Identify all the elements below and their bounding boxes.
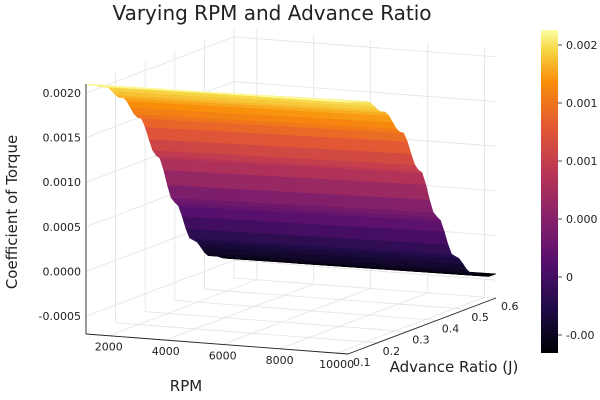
colorbar [541, 30, 558, 353]
z-gridline [85, 36, 497, 94]
z-tick-label: 0.0000 [43, 266, 82, 279]
x-tick-label: 8000 [266, 354, 294, 367]
y-axis-label: Advance Ratio (J) [390, 358, 519, 376]
y-tick-label: 0.5 [471, 311, 489, 324]
axes: -0.0005 0.0000 0.0005 0.0010 0.0015 0.0020 200… [39, 84, 519, 371]
y-tick-label: 0.4 [442, 322, 460, 335]
z-tick-label: 0.0010 [43, 176, 82, 189]
surface-patch [333, 100, 352, 103]
z-tick-label: 0.0005 [43, 221, 82, 234]
y-axis-line [347, 297, 497, 355]
x-tick-label: 4000 [152, 345, 180, 358]
z-tick-label: 0.0015 [43, 132, 82, 145]
colorbar-tick-label: -0.00 [566, 329, 594, 342]
x-tick-label: 2000 [95, 341, 123, 354]
y-tick-label: 0.6 [501, 300, 519, 313]
colorbar-ticks: 0.002 0.001 0.001 0.000 0 -0.00 [558, 39, 598, 342]
y-tick-label: 0.2 [383, 345, 401, 358]
colorbar-tick-label: 0.001 [566, 97, 598, 110]
colorbar-tick-label: 0 [566, 271, 573, 284]
y-gridline [115, 72, 378, 344]
z-axis-label: Coefficient of Torque [3, 135, 21, 289]
colorbar-tick-label: 0.002 [566, 39, 598, 52]
y-tick-label: 0.1 [353, 356, 371, 369]
z-tick-label: -0.0005 [39, 310, 81, 323]
surface-plot [85, 84, 497, 277]
y-tick-label: 0.3 [412, 334, 430, 347]
x-tick-label: 10000 [319, 358, 354, 371]
x-axis-line [85, 333, 349, 355]
x-axis-label: RPM [170, 377, 202, 395]
z-tick-label: 0.0020 [43, 87, 82, 100]
chart-title: Varying RPM and Advance Ratio [112, 1, 431, 25]
y-gridline [144, 61, 408, 332]
colorbar-tick-label: 0.001 [566, 155, 598, 168]
x-tick-label: 6000 [209, 349, 237, 362]
colorbar-tick-label: 0.000 [566, 213, 598, 226]
